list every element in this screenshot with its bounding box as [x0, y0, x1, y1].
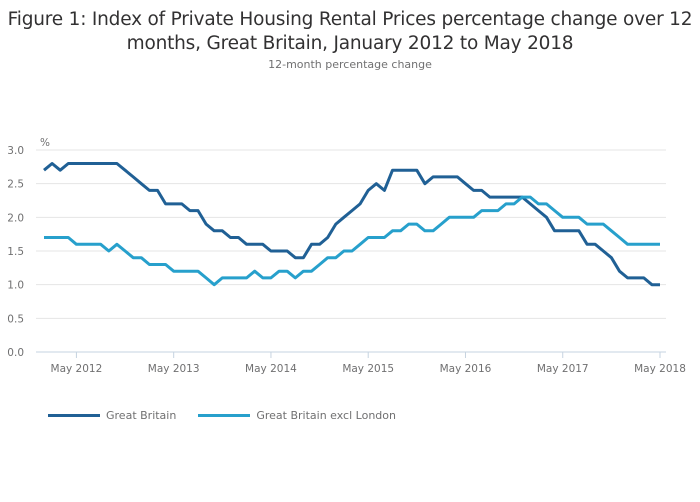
x-tick-label: May 2018: [634, 363, 686, 375]
x-tick-label: May 2016: [440, 363, 492, 375]
y-tick-label: 3.0: [7, 145, 24, 157]
legend-swatch: [198, 414, 251, 417]
legend-item-great-britain-excl-london[interactable]: Great Britain excl London: [198, 409, 396, 422]
x-axis: May 2012 May 2013 May 2014 May 2015 May 2016…: [51, 352, 686, 375]
legend-label: Great Britain excl London: [256, 409, 396, 422]
x-tick-label: May 2013: [148, 363, 200, 375]
x-tick-label: May 2012: [51, 363, 103, 375]
series-lines: [43, 162, 660, 287]
legend-swatch: [48, 414, 100, 417]
legend-item-great-britain[interactable]: Great Britain: [48, 409, 176, 422]
y-tick-label: 2.5: [7, 179, 24, 191]
legend: Great Britain Great Britain excl London: [48, 409, 418, 422]
chart-title: Figure 1: Index of Private Housing Renta…: [0, 8, 700, 56]
chart-subtitle: 12-month percentage change: [268, 58, 432, 71]
y-tick-label: 1.0: [7, 280, 24, 292]
y-tick-label: 2.0: [7, 212, 24, 224]
y-tick-label: 0.5: [7, 313, 24, 325]
legend-label: Great Britain: [106, 409, 177, 422]
y-axis: 0.0 0.5 1.0 1.5 2.0 2.5 3.0: [7, 145, 24, 359]
x-tick-label: May 2015: [342, 363, 394, 375]
y-tick-label: 0.0: [7, 347, 24, 359]
y-tick-label: 1.5: [7, 246, 24, 258]
x-tick-label: May 2014: [245, 363, 297, 375]
series-line-great-britain-excl-london[interactable]: [44, 195, 660, 287]
chart-title-line-2: months, Great Britain, January 2012 to M…: [126, 33, 574, 54]
chart-title-line-1: Figure 1: Index of Private Housing Renta…: [7, 9, 693, 30]
series-line-great-britain[interactable]: [43, 162, 660, 287]
y-axis-unit-label: %: [40, 137, 50, 149]
x-tick-label: May 2017: [537, 363, 589, 375]
